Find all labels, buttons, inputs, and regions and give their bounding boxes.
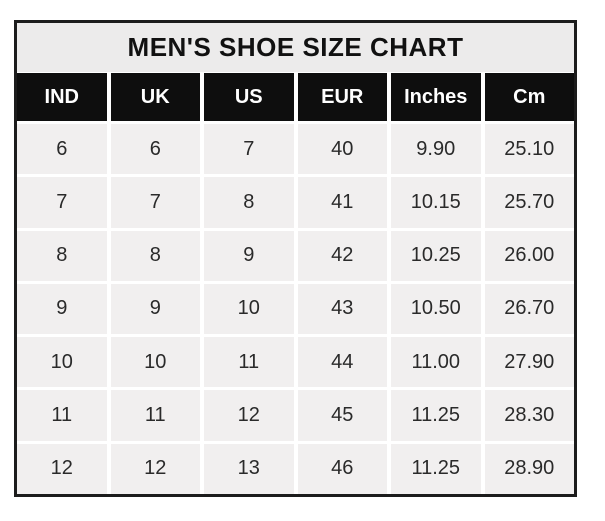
table-cell: 12 — [17, 443, 107, 494]
table-cell: 6 — [17, 124, 107, 175]
table-cell: 44 — [297, 337, 387, 388]
table-cell: 27.90 — [484, 337, 574, 388]
table-cell: 43 — [297, 283, 387, 335]
table-cell: 28.90 — [484, 443, 574, 494]
table-cell: 45 — [297, 390, 387, 441]
table-cell: 10.50 — [391, 283, 481, 335]
table-cell: 9 — [17, 283, 107, 335]
table-cell: 12 — [110, 443, 200, 494]
table-cell: 28.30 — [484, 390, 574, 441]
column-header-us: US — [204, 73, 294, 121]
table-cell: 10 — [204, 283, 294, 335]
table-cell: 26.00 — [484, 230, 574, 281]
column-header-inches: Inches — [391, 73, 481, 121]
table-cell: 8 — [110, 230, 200, 281]
table-cell: 10 — [110, 337, 200, 388]
table-cell: 13 — [204, 443, 294, 494]
table-cell: 9 — [204, 230, 294, 281]
table-cell: 11 — [204, 337, 294, 388]
table-cell: 7 — [204, 124, 294, 175]
table-cell: 11.25 — [391, 390, 481, 441]
table-cell: 11 — [17, 390, 107, 441]
table-cell: 7 — [110, 177, 200, 228]
table-cell: 11.25 — [391, 443, 481, 494]
size-table: IND UK US EUR Inches Cm 6 6 7 40 9.90 25.10 7 7 8 41 10.… — [17, 73, 574, 494]
table-cell: 11.00 — [391, 337, 481, 388]
table-cell: 9.90 — [391, 124, 481, 175]
table-cell: 25.10 — [484, 124, 574, 175]
table-cell: 25.70 — [484, 177, 574, 228]
column-header-eur: EUR — [297, 73, 387, 121]
table-cell: 6 — [110, 124, 200, 175]
column-header-ind: IND — [17, 73, 107, 121]
table-cell: 42 — [297, 230, 387, 281]
table-cell: 26.70 — [484, 283, 574, 335]
table-cell: 8 — [204, 177, 294, 228]
table-cell: 7 — [17, 177, 107, 228]
table-cell: 8 — [17, 230, 107, 281]
table-cell: 46 — [297, 443, 387, 494]
table-cell: 10.25 — [391, 230, 481, 281]
chart-title: MEN'S SHOE SIZE CHART — [17, 23, 574, 73]
table-cell: 40 — [297, 124, 387, 175]
column-header-cm: Cm — [484, 73, 574, 121]
table-cell: 11 — [110, 390, 200, 441]
table-cell: 10 — [17, 337, 107, 388]
shoe-size-chart: MEN'S SHOE SIZE CHART IND UK US EUR Inches Cm… — [14, 20, 577, 497]
table-cell: 9 — [110, 283, 200, 335]
table-cell: 41 — [297, 177, 387, 228]
column-header-uk: UK — [110, 73, 200, 121]
table-cell: 10.15 — [391, 177, 481, 228]
table-cell: 12 — [204, 390, 294, 441]
